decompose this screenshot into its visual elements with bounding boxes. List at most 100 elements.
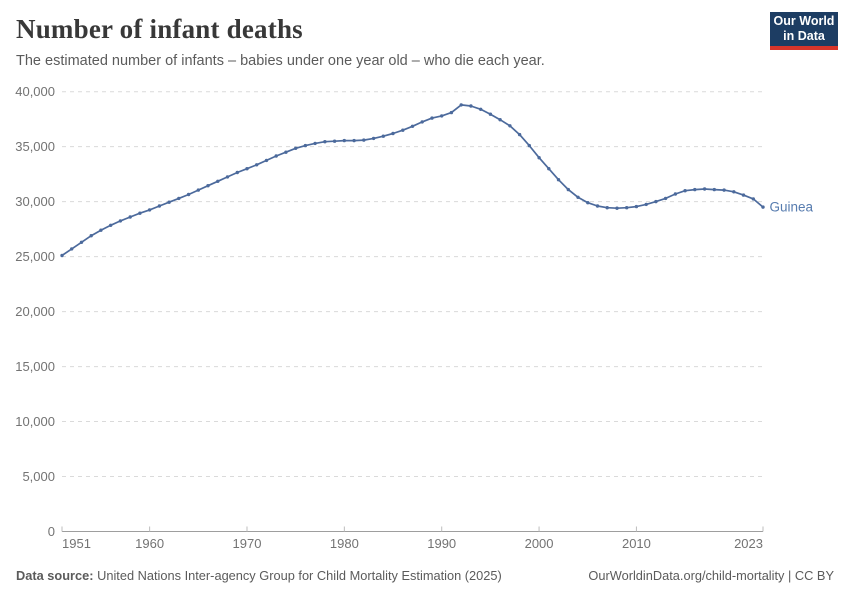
data-point[interactable] [138,211,142,215]
data-point[interactable] [245,167,249,171]
data-point[interactable] [634,204,639,209]
data-point[interactable] [459,103,463,107]
data-point[interactable] [352,138,356,143]
data-point[interactable] [673,192,678,196]
data-point[interactable] [527,143,531,148]
data-point[interactable] [70,247,74,251]
data-point[interactable] [654,199,658,204]
data-point[interactable] [410,124,415,128]
data-point[interactable] [303,143,308,148]
data-point[interactable] [615,206,619,210]
x-tick-label: 1980 [330,536,359,551]
data-point[interactable] [547,167,551,171]
data-point[interactable] [702,187,707,191]
data-point[interactable] [469,104,473,108]
y-tick-label: 15,000 [15,359,55,374]
data-point[interactable] [147,208,152,212]
owid-logo-text: Our World in Data [774,14,835,45]
data-point[interactable] [381,134,385,138]
data-point[interactable] [537,156,541,160]
data-point[interactable] [576,195,580,199]
data-point[interactable] [741,193,746,197]
y-tick-label: 35,000 [15,139,55,154]
citation-link[interactable]: OurWorldinData.org/child-mortality | CC … [588,568,834,583]
data-point[interactable] [167,200,171,204]
data-point[interactable] [732,190,736,194]
data-point[interactable] [157,204,162,208]
chart-footer: Data source: United Nations Inter-agency… [16,568,834,583]
data-point[interactable] [313,141,317,146]
data-point[interactable] [683,189,687,193]
data-point[interactable] [60,253,64,258]
data-point[interactable] [566,187,570,192]
x-tick-label: 1951 [62,536,91,551]
data-point[interactable] [294,146,298,150]
y-tick-label: 30,000 [15,194,55,209]
data-point[interactable] [332,139,337,143]
data-point[interactable] [488,112,493,116]
data-point[interactable] [498,118,502,122]
data-point[interactable] [605,206,609,210]
data-point[interactable] [362,138,366,142]
data-point[interactable] [99,228,103,232]
y-tick-label: 10,000 [15,414,55,429]
data-point[interactable] [595,204,600,208]
data-point[interactable] [644,202,648,207]
series-label-guinea[interactable]: Guinea [770,200,814,215]
data-point[interactable] [508,124,512,128]
data-point[interactable] [264,158,269,163]
y-tick-label: 0 [48,524,55,539]
data-point[interactable] [89,234,93,238]
data-source-note: Data source: United Nations Inter-agency… [16,568,502,583]
data-point[interactable] [128,215,132,219]
data-point[interactable] [663,196,668,201]
x-tick-label: 1960 [135,536,164,551]
owid-logo[interactable]: Our World in Data [770,12,838,50]
data-point[interactable] [722,188,726,192]
data-point[interactable] [556,178,561,182]
data-point[interactable] [118,219,123,223]
data-point[interactable] [430,116,434,120]
data-point[interactable] [371,136,376,141]
data-source-label: Data source: [16,568,94,583]
data-point[interactable] [751,197,755,201]
x-tick-label: 2000 [525,536,554,551]
data-point[interactable] [440,114,444,118]
data-point[interactable] [401,128,405,132]
data-point[interactable] [186,192,191,197]
data-point[interactable] [284,150,288,154]
data-point[interactable] [391,131,395,136]
data-point[interactable] [712,187,716,192]
y-tick-label: 25,000 [15,249,55,264]
data-point[interactable] [420,120,424,124]
owid-logo-line1: Our World [773,13,835,28]
data-point[interactable] [625,206,629,210]
data-point[interactable] [206,184,210,188]
data-point[interactable] [586,201,590,205]
data-point[interactable] [449,110,454,115]
data-source-text: United Nations Inter-agency Group for Ch… [93,568,502,583]
y-tick-label: 5,000 [22,469,55,484]
data-point[interactable] [517,132,522,137]
data-point[interactable] [216,179,220,183]
x-tick-label: 1990 [427,536,456,551]
x-tick-label: 2023 [734,536,763,551]
data-point[interactable] [177,196,181,201]
owid-logo-line2: in Data [783,29,825,43]
data-point[interactable] [479,107,483,112]
data-point[interactable] [235,170,239,175]
data-point[interactable] [342,138,346,143]
data-point[interactable] [225,175,230,179]
data-point[interactable] [79,240,84,244]
x-tick-label: 2010 [622,536,651,551]
data-point[interactable] [255,163,259,167]
data-point[interactable] [109,223,113,227]
data-point[interactable] [196,188,200,192]
data-point[interactable] [693,187,697,192]
data-point[interactable] [761,205,765,209]
data-point[interactable] [274,154,278,158]
x-tick-label: 1970 [233,536,262,551]
data-point[interactable] [323,140,327,144]
